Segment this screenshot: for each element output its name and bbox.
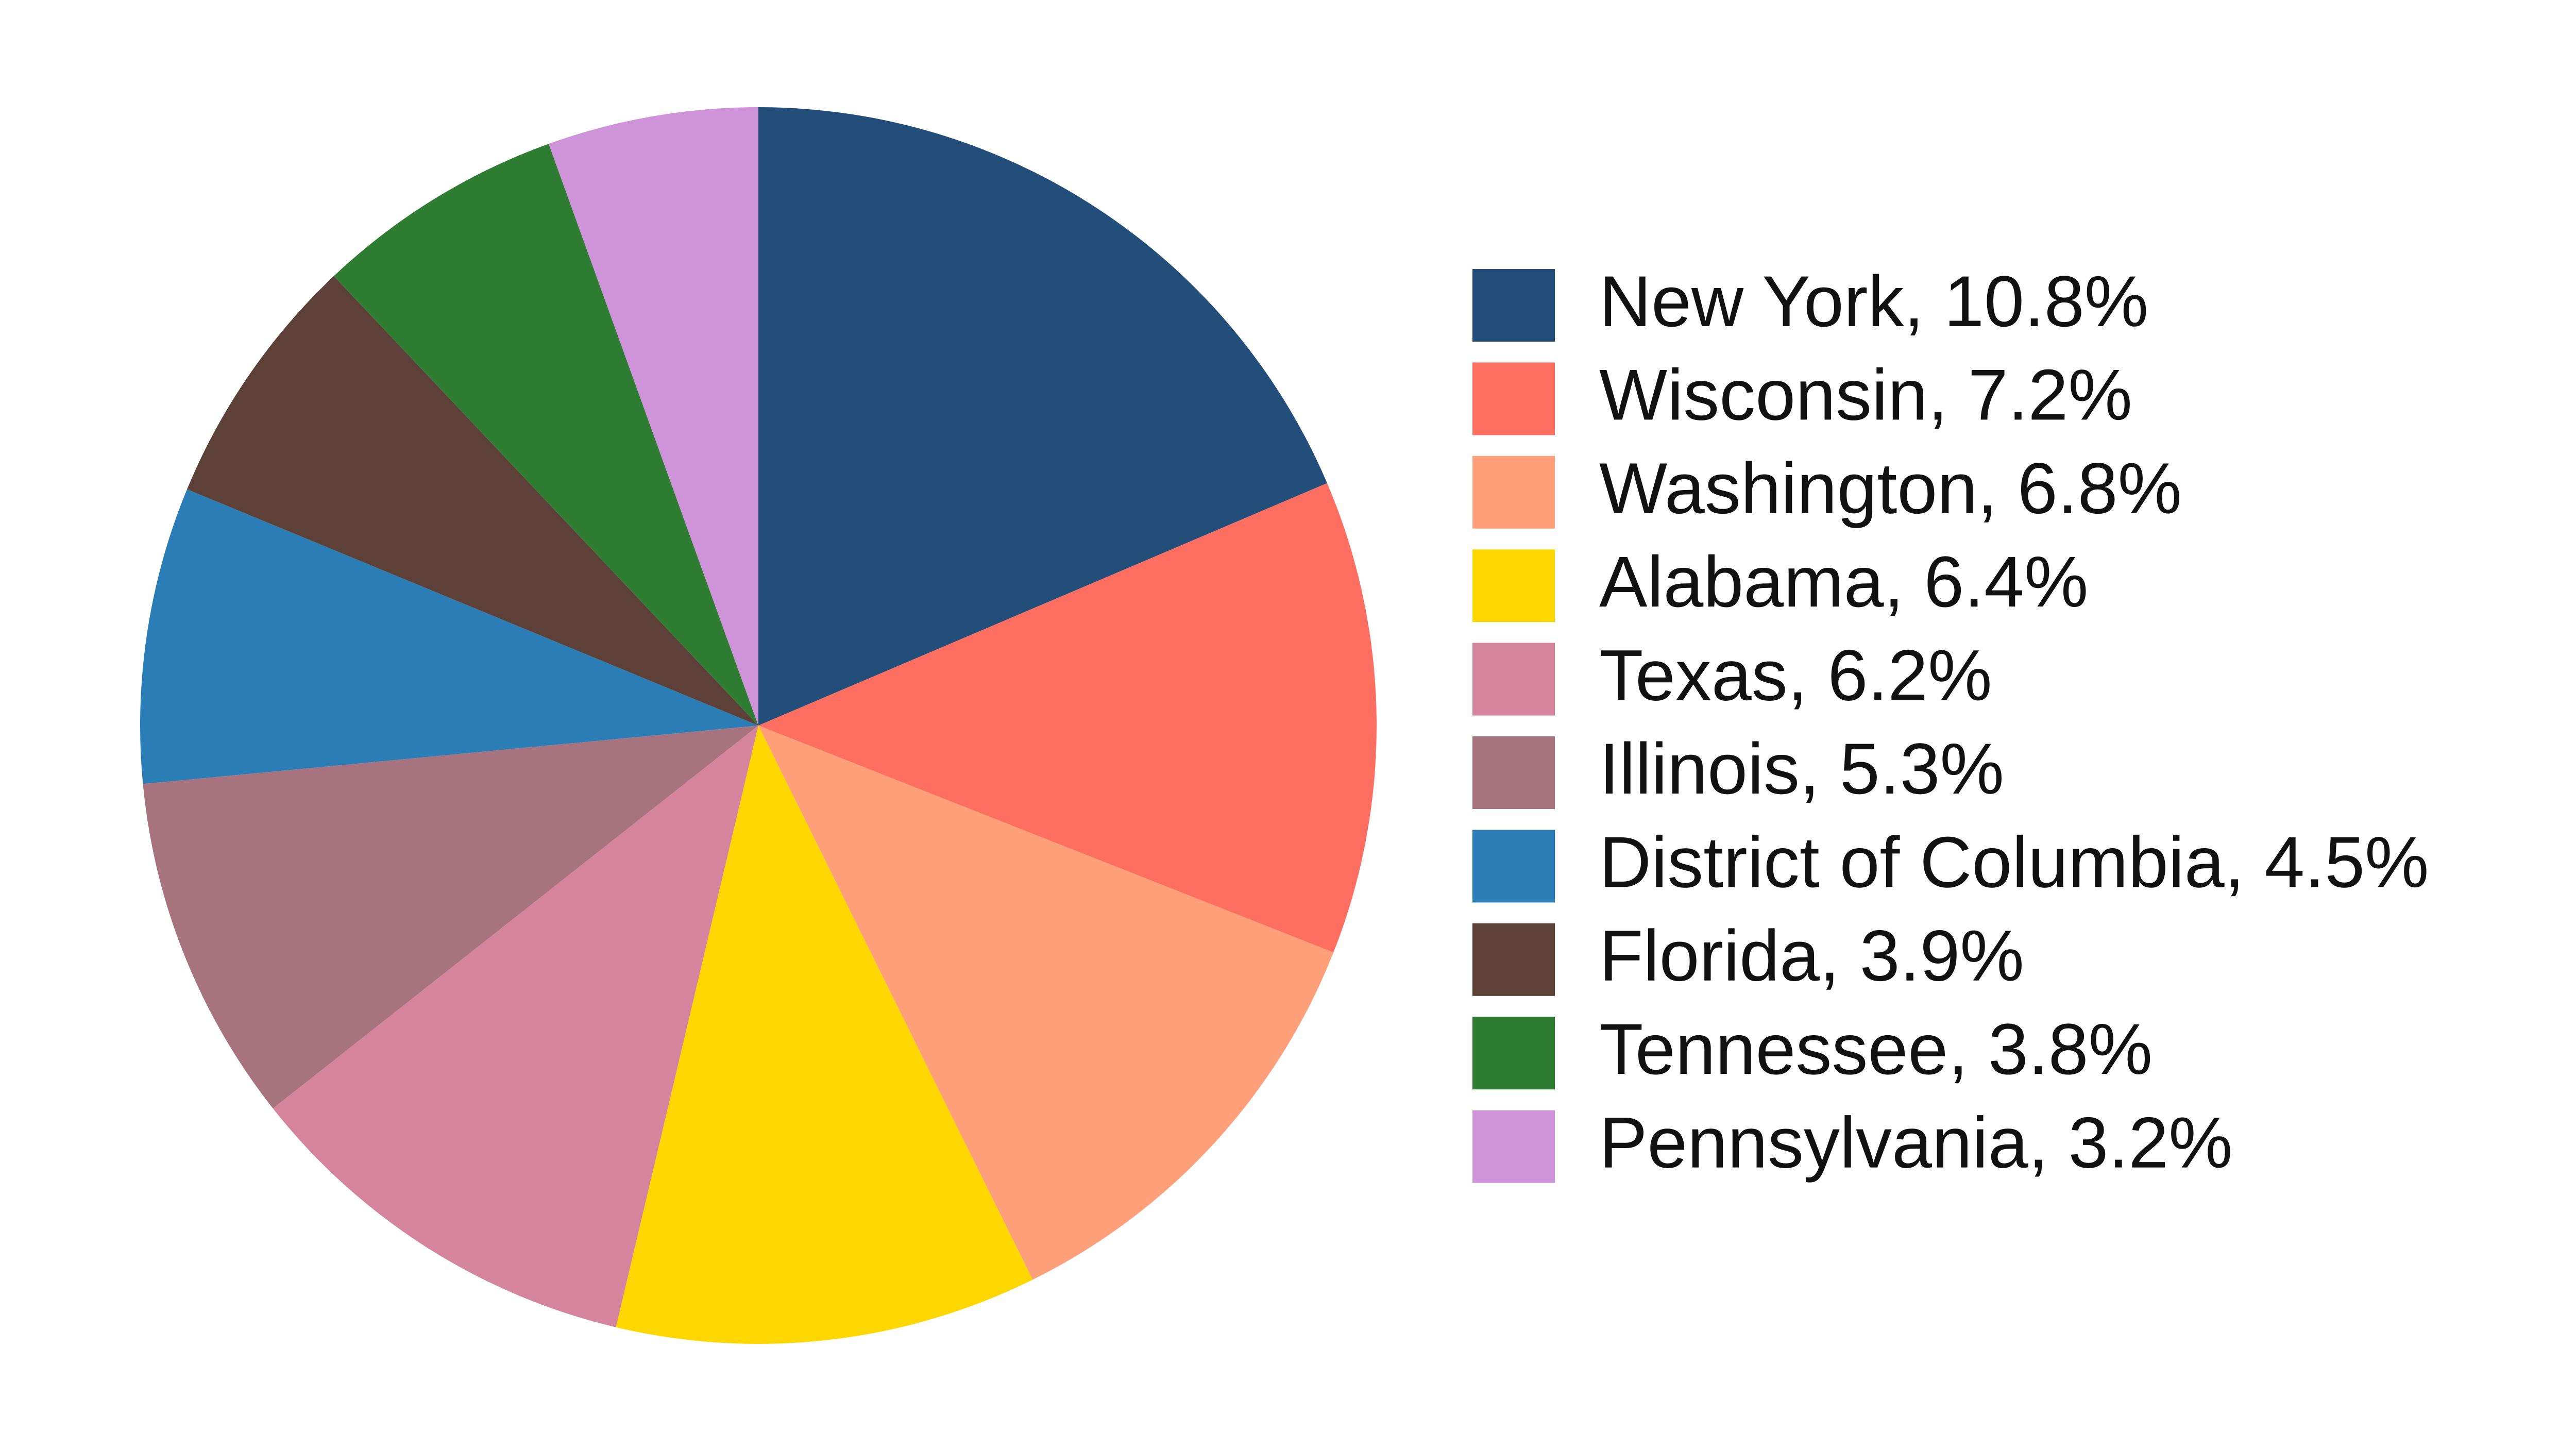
legend-swatch <box>1472 1017 1555 1090</box>
legend-label: Tennessee, 3.8% <box>1599 1008 2153 1089</box>
legend-swatch <box>1472 643 1555 716</box>
legend-label: Texas, 6.2% <box>1599 635 1992 716</box>
pie-slice <box>273 726 758 1327</box>
pie-slice <box>548 107 758 726</box>
legend-label: New York, 10.8% <box>1599 261 2148 342</box>
legend-label: Pennsylvania, 3.2% <box>1599 1102 2233 1183</box>
legend-label: Alabama, 6.4% <box>1599 541 2088 622</box>
pie-slice <box>333 144 758 726</box>
legend-swatch <box>1472 269 1555 342</box>
pie-slice <box>140 489 758 784</box>
legend-label: District of Columbia, 4.5% <box>1599 821 2429 902</box>
legend-swatch <box>1472 362 1555 435</box>
legend-swatch <box>1472 830 1555 903</box>
pie-slice <box>187 276 758 726</box>
pie-slice <box>616 726 1033 1344</box>
legend-label: Illinois, 5.3% <box>1599 728 2004 809</box>
legend-label: Florida, 3.9% <box>1599 915 2024 996</box>
pie-slice <box>758 483 1377 953</box>
pie-slice <box>758 107 1327 726</box>
legend-swatch <box>1472 549 1555 622</box>
legend-swatch <box>1472 1110 1555 1183</box>
legend-label: Wisconsin, 7.2% <box>1599 354 2132 435</box>
legend-swatch <box>1472 736 1555 809</box>
pie-slice <box>143 726 759 1109</box>
legend-swatch <box>1472 923 1555 996</box>
legend-label: Washington, 6.8% <box>1599 448 2182 529</box>
legend-swatch <box>1472 456 1555 529</box>
pie-slice <box>758 726 1334 1280</box>
